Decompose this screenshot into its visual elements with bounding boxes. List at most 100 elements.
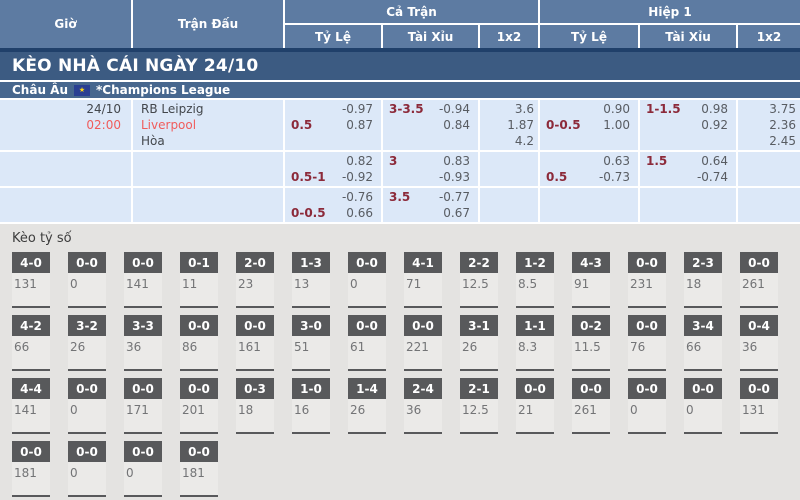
score-odds-value: 12.5 (462, 277, 489, 291)
score-card[interactable]: 0-3 18 (236, 378, 274, 434)
score-card[interactable]: 0-0 76 (628, 315, 666, 371)
score-card[interactable]: 2-0 23 (236, 252, 274, 308)
score-card[interactable]: 2-1 12.5 (460, 378, 498, 434)
odds-value[interactable]: 0.84 (443, 118, 470, 132)
odds-ft-handicap-cell[interactable]: -0.97 0.5 0.87 (285, 100, 381, 150)
odds-line: 3-3.5 -0.94 (383, 101, 478, 117)
odds-value[interactable]: 0.98 (701, 102, 728, 116)
odds-value[interactable]: 0.83 (443, 154, 470, 168)
odds-ft-over-under-cell[interactable]: 3 0.83 -0.93 (383, 152, 478, 186)
score-card[interactable]: 1-2 8.5 (516, 252, 554, 308)
odds-value[interactable]: 0.64 (701, 154, 728, 168)
score-card[interactable]: 4-3 91 (572, 252, 610, 308)
odds-value[interactable]: 3.6 (514, 102, 534, 116)
odds-value[interactable]: 0.82 (346, 154, 373, 168)
odds-value[interactable]: -0.92 (341, 170, 373, 184)
odds-h1-1x2-cell (738, 152, 800, 186)
score-card[interactable]: 0-0 261 (572, 378, 610, 434)
score-card[interactable]: 0-0 0 (68, 378, 106, 434)
odds-value[interactable]: 0.92 (701, 118, 728, 132)
odds-value[interactable]: -0.77 (438, 190, 470, 204)
score-card[interactable]: 3-0 51 (292, 315, 330, 371)
score-card[interactable]: 1-3 13 (292, 252, 330, 308)
score-card[interactable]: 3-1 26 (460, 315, 498, 371)
score-card[interactable]: 1-1 8.3 (516, 315, 554, 371)
odds-ft-over-under-cell[interactable]: 3.5 -0.77 0.67 (383, 188, 478, 222)
score-card[interactable]: 0-0 61 (348, 315, 386, 371)
score-card[interactable]: 1-4 26 (348, 378, 386, 434)
score-card[interactable]: 0-0 0 (68, 252, 106, 308)
score-card[interactable]: 0-0 231 (628, 252, 666, 308)
score-odds-value: 171 (126, 403, 149, 417)
time-cell (0, 188, 131, 222)
score-card[interactable]: 1-0 16 (292, 378, 330, 434)
odds-value[interactable]: -0.73 (598, 170, 630, 184)
score-card[interactable]: 3-3 36 (124, 315, 162, 371)
score-card[interactable]: 0-0 181 (180, 441, 218, 497)
odds-h1-over-under-cell[interactable]: 1.5 0.64 -0.74 (640, 152, 736, 186)
score-card[interactable]: 0-0 261 (740, 252, 778, 308)
odds-value[interactable]: 0.63 (603, 154, 630, 168)
league-name: *Champions League (96, 83, 231, 97)
odds-value[interactable]: -0.76 (341, 190, 373, 204)
score-label: 1-0 (292, 378, 330, 399)
odds-value[interactable]: 0.90 (603, 102, 630, 116)
odds-value[interactable]: 0.87 (346, 118, 373, 132)
odds-ft-1x2-cell[interactable]: 3.6 1.87 4.2 (480, 100, 538, 150)
odds-ft-handicap-cell[interactable]: -0.76 0-0.5 0.66 (285, 188, 381, 222)
score-card[interactable]: 0-0 141 (124, 252, 162, 308)
odds-value[interactable]: 0.67 (443, 206, 470, 220)
score-card[interactable]: 2-2 12.5 (460, 252, 498, 308)
match-cell: RB Leipzig Liverpool Hòa (133, 100, 283, 150)
odds-h1-handicap-cell[interactable]: 0.63 0.5 -0.73 (540, 152, 638, 186)
odds-value[interactable]: 4.2 (514, 134, 534, 148)
score-label: 0-0 (124, 378, 162, 399)
odds-h1-1x2-cell[interactable]: 3.75 2.36 2.45 (738, 100, 800, 150)
score-odds-value: 231 (630, 277, 653, 291)
score-card[interactable]: 4-0 131 (12, 252, 50, 308)
score-card[interactable]: 0-0 131 (740, 378, 778, 434)
odds-value[interactable]: -0.94 (438, 102, 470, 116)
score-card[interactable]: 0-4 36 (740, 315, 778, 371)
odds-ft-over-under-cell[interactable]: 3-3.5 -0.94 0.84 (383, 100, 478, 150)
score-odds-value: 201 (182, 403, 205, 417)
score-card[interactable]: 4-2 66 (12, 315, 50, 371)
score-card[interactable]: 0-0 161 (236, 315, 274, 371)
score-card[interactable]: 0-0 0 (68, 441, 106, 497)
score-card[interactable]: 0-0 221 (404, 315, 442, 371)
odds-value[interactable]: -0.93 (438, 170, 470, 184)
odds-value[interactable]: 2.36 (769, 118, 796, 132)
odds-h1-handicap-cell[interactable]: 0.90 0-0.5 1.00 (540, 100, 638, 150)
score-card[interactable]: 0-0 0 (684, 378, 722, 434)
league-row[interactable]: Châu Âu ★ *Champions League (0, 82, 800, 98)
score-card[interactable]: 0-2 11.5 (572, 315, 610, 371)
score-card[interactable]: 3-4 66 (684, 315, 722, 371)
odds-value[interactable]: 1.00 (603, 118, 630, 132)
score-card[interactable]: 0-0 86 (180, 315, 218, 371)
score-odds-value: 221 (406, 340, 429, 354)
odds-value[interactable]: 1.87 (507, 118, 534, 132)
odds-ft-handicap-cell[interactable]: 0.82 0.5-1 -0.92 (285, 152, 381, 186)
odds-line: 0.82 (285, 153, 381, 169)
score-card[interactable]: 3-2 26 (68, 315, 106, 371)
score-card[interactable]: 2-4 36 (404, 378, 442, 434)
odds-value[interactable]: 2.45 (769, 134, 796, 148)
score-card[interactable]: 0-0 21 (516, 378, 554, 434)
odds-value[interactable]: 0.66 (346, 206, 373, 220)
odds-line: -0.74 (640, 169, 736, 185)
score-card[interactable]: 2-3 18 (684, 252, 722, 308)
score-card[interactable]: 0-1 11 (180, 252, 218, 308)
score-card[interactable]: 0-0 171 (124, 378, 162, 434)
score-card[interactable]: 4-1 71 (404, 252, 442, 308)
score-card[interactable]: 4-4 141 (12, 378, 50, 434)
score-card[interactable]: 0-0 0 (348, 252, 386, 308)
score-card[interactable]: 0-0 0 (628, 378, 666, 434)
score-odds-value: 0 (70, 403, 78, 417)
odds-value[interactable]: -0.74 (696, 170, 728, 184)
score-card[interactable]: 0-0 201 (180, 378, 218, 434)
odds-value[interactable]: 3.75 (769, 102, 796, 116)
odds-value[interactable]: -0.97 (341, 102, 373, 116)
score-card[interactable]: 0-0 0 (124, 441, 162, 497)
score-card[interactable]: 0-0 181 (12, 441, 50, 497)
odds-h1-over-under-cell[interactable]: 1-1.5 0.98 0.92 (640, 100, 736, 150)
